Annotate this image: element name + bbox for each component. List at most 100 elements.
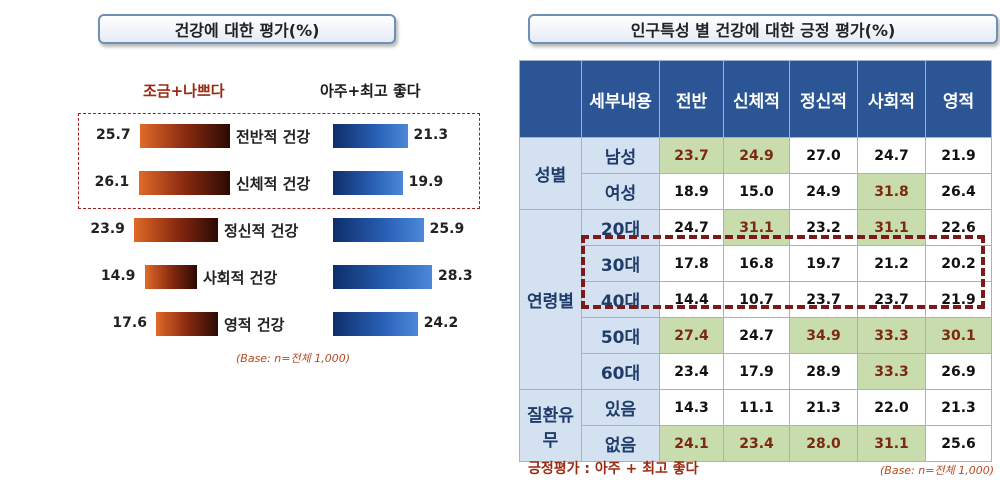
header-corner: [519, 60, 582, 138]
group-label: 질환유무: [519, 389, 582, 462]
table-cell: 28.0: [789, 425, 858, 462]
table-cell: 14.4: [659, 281, 724, 318]
footer-note: 긍정평가 : 아주 + 최고 좋다: [528, 461, 699, 477]
sub-label: 50대: [581, 317, 660, 354]
value-label-positive: 25.9: [429, 221, 465, 237]
table-row: 50대 27.4 24.7 34.9 33.3 30.1: [520, 317, 992, 354]
table-cell: 23.4: [659, 353, 724, 390]
bar-positive: [333, 171, 403, 195]
table-cell: 23.4: [723, 425, 790, 462]
table-cell: 23.7: [659, 137, 724, 174]
table-header-row: 세부내용 전반 신체적 정신적 사회적 영적: [519, 60, 992, 138]
table-cell: 14.3: [659, 389, 724, 426]
header-col: 전반: [659, 60, 724, 138]
header-col: 정신적: [789, 60, 858, 138]
table-cell: 15.0: [723, 173, 790, 210]
bar-positive: [333, 124, 408, 148]
bar-negative: [144, 265, 197, 289]
group-label: 연령별: [519, 209, 582, 390]
category-label: 전반적 건강: [236, 128, 311, 146]
table-cell: 24.7: [723, 317, 790, 354]
value-label-negative: 14.9: [100, 268, 136, 284]
table-cell: 33.3: [857, 317, 926, 354]
bar-row: 23.9 정신적 건강 25.9: [0, 218, 500, 242]
bar-positive: [333, 218, 424, 242]
highlight-dashed-box: [78, 113, 480, 209]
header-col: 영적: [925, 60, 992, 138]
table-cell: 27.0: [789, 137, 858, 174]
table-cell: 30.1: [925, 317, 992, 354]
category-label: 신체적 건강: [236, 175, 311, 193]
table-cell: 19.7: [789, 245, 858, 282]
value-label-positive: 19.9: [408, 174, 444, 190]
table-cell: 22.0: [857, 389, 926, 426]
legend-negative: 조금+나쁘다: [143, 82, 225, 100]
value-label-negative: 17.6: [112, 315, 147, 331]
table-cell: 31.1: [857, 209, 926, 246]
table-cell: 24.9: [723, 137, 790, 174]
table-cell: 21.3: [789, 389, 858, 426]
header-sub: 세부내용: [581, 60, 660, 138]
bar-negative: [134, 218, 218, 242]
table-cell: 24.7: [857, 137, 926, 174]
sub-label: 40대: [581, 281, 660, 318]
value-label-negative: 26.1: [94, 174, 130, 190]
table-cell: 17.9: [723, 353, 790, 390]
value-label-negative: 23.9: [90, 221, 125, 237]
right-base-note: (Base: n=전체 1,000): [880, 464, 994, 477]
table-cell: 27.4: [659, 317, 724, 354]
table-cell: 28.9: [789, 353, 858, 390]
table-cell: 26.4: [925, 173, 992, 210]
table-row: 여성 18.9 15.0 24.9 31.8 26.4: [520, 173, 992, 210]
bar-row: 26.1 신체적 건강 19.9: [0, 171, 500, 195]
left-chart-title: 건강에 대한 평가(%): [98, 14, 396, 44]
bar-negative: [138, 171, 230, 195]
table-cell: 23.2: [789, 209, 858, 246]
bar-positive: [333, 312, 418, 336]
table-cell: 34.9: [789, 317, 858, 354]
table-cell: 23.7: [857, 281, 926, 318]
highlight-dashed-box: [581, 235, 985, 309]
table-cell: 24.1: [659, 425, 724, 462]
table-cell: 31.8: [857, 173, 926, 210]
header-col: 사회적: [857, 60, 926, 138]
table-cell: 21.9: [925, 281, 992, 318]
table-cell: 18.9: [659, 173, 724, 210]
header-col: 신체적: [723, 60, 790, 138]
bar-row: 25.7 전반적 건강 21.3: [0, 124, 500, 148]
bar-negative: [140, 124, 230, 148]
bar-positive: [333, 265, 433, 289]
table-row: 60대 23.4 17.9 28.9 33.3 26.9: [520, 353, 992, 390]
value-label-positive: 21.3: [413, 127, 449, 143]
table-cell: 31.1: [723, 209, 790, 246]
table-cell: 22.6: [925, 209, 992, 246]
table-cell: 25.6: [925, 425, 992, 462]
table-cell: 26.9: [925, 353, 992, 390]
table-cell: 21.3: [925, 389, 992, 426]
table-cell: 33.3: [857, 353, 926, 390]
sub-label: 60대: [581, 353, 660, 390]
sub-label: 남성: [581, 137, 660, 174]
bar-row: 17.6 영적 건강 24.2: [0, 312, 500, 336]
table-row: 성별 남성 23.7 24.9 27.0 24.7 21.9: [519, 137, 992, 210]
table-cell: 20.2: [925, 245, 992, 282]
sub-label: 여성: [581, 173, 660, 210]
table-row: 연령별 20대 24.7 31.1 23.2 31.1 22.6: [519, 209, 992, 390]
sub-label: 없음: [581, 425, 660, 462]
right-table-title: 인구특성 별 건강에 대한 긍정 평가(%): [528, 14, 998, 44]
sub-label: 30대: [581, 245, 660, 282]
left-base-note: (Base: n=전체 1,000): [236, 352, 350, 365]
value-label-positive: 24.2: [423, 315, 459, 331]
table-cell: 24.9: [789, 173, 858, 210]
demographics-table: 세부내용 전반 신체적 정신적 사회적 영적 성별 남성 23.7 24.9 27.0 24.7 2…: [519, 60, 992, 462]
value-label-positive: 28.3: [438, 268, 473, 284]
category-label: 사회적 건강: [203, 269, 278, 287]
group-label: 성별: [519, 137, 582, 210]
category-label: 영적 건강: [224, 316, 285, 334]
table-row: 질환유무 있음 14.3 11.1 21.3 22.0 21.3: [519, 389, 992, 462]
bar-row: 14.9 사회적 건강 28.3: [0, 265, 500, 289]
table-cell: 31.1: [857, 425, 926, 462]
bar-negative: [156, 312, 218, 336]
table-row: 없음 24.1 23.4 28.0 31.1 25.6: [520, 425, 992, 462]
category-label: 정신적 건강: [224, 222, 299, 240]
